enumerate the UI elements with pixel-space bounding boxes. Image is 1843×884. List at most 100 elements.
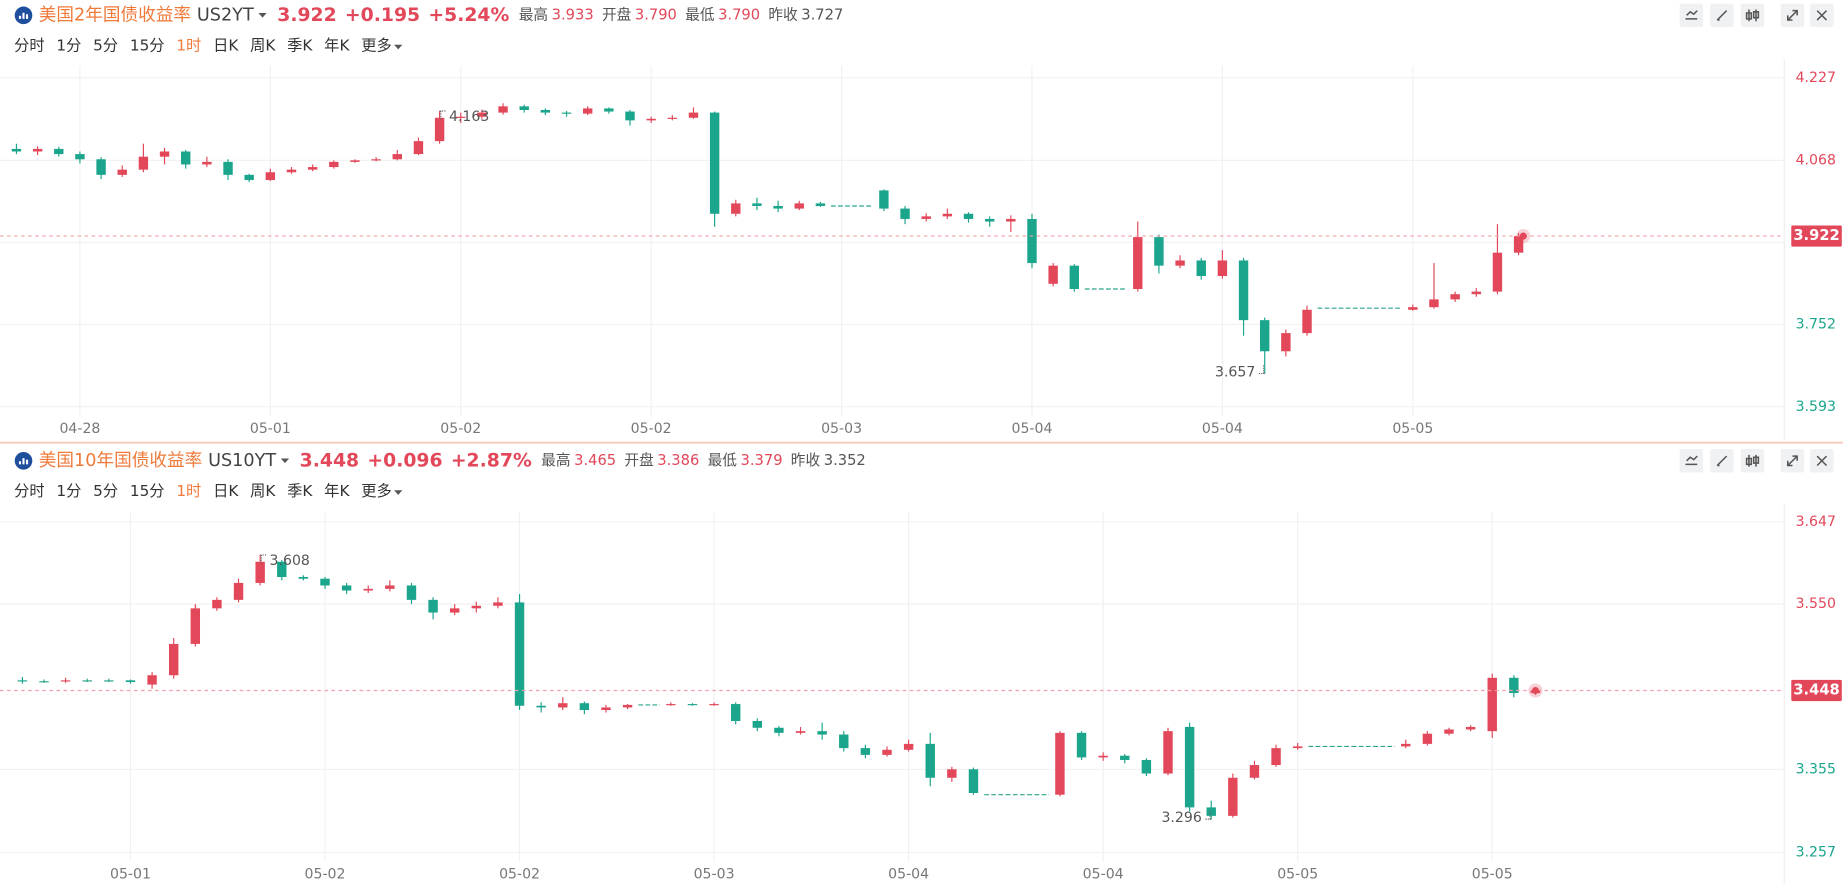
logo-bar xyxy=(22,458,25,465)
candle-body xyxy=(666,704,676,706)
period-tab[interactable]: 15分 xyxy=(130,482,165,500)
period-tab[interactable]: 季K xyxy=(287,482,313,500)
period-tab[interactable]: 5分 xyxy=(93,482,118,500)
candle-body xyxy=(1069,265,1080,290)
candle-body xyxy=(709,112,720,214)
x-tick-label: 05-05 xyxy=(1277,867,1318,883)
period-tab[interactable]: 周K xyxy=(250,482,276,500)
candle-body xyxy=(428,599,438,613)
tool-button[interactable] xyxy=(1679,3,1704,28)
period-tab[interactable]: 年K xyxy=(324,36,350,54)
dropdown-caret xyxy=(258,12,267,18)
candle-body xyxy=(138,156,149,170)
stat-label: 开盘 xyxy=(602,5,632,23)
period-tab[interactable]: 季K xyxy=(287,36,313,54)
stat-value: 3.379 xyxy=(741,452,783,469)
period-tab[interactable]: 分时 xyxy=(14,36,45,54)
high-label: 4.163 xyxy=(449,109,489,125)
candle-body xyxy=(277,561,287,577)
candle-body xyxy=(1175,260,1185,266)
candle-body xyxy=(498,106,508,113)
candle-body xyxy=(817,731,827,735)
period-tab[interactable]: 日K xyxy=(213,482,239,500)
x-tick-label: 05-01 xyxy=(110,867,151,883)
candle-body xyxy=(307,167,318,170)
candle-body xyxy=(212,599,222,609)
period-tab[interactable]: 1时 xyxy=(176,36,201,54)
period-tab[interactable]: 日K xyxy=(213,36,239,54)
candle-body xyxy=(1292,746,1303,749)
instrument-symbol: US10YT xyxy=(208,451,276,471)
stat-label: 最高 xyxy=(519,6,548,23)
candle-body xyxy=(1408,307,1418,310)
period-tab[interactable]: 周K xyxy=(250,36,276,54)
candle-body xyxy=(731,203,741,214)
candle-body xyxy=(363,588,373,591)
candle-body xyxy=(1487,677,1497,732)
candle-body xyxy=(190,608,201,644)
y-tick-label: 3.257 xyxy=(1796,844,1836,860)
candle-body xyxy=(125,680,136,683)
dropdown-caret xyxy=(394,44,403,50)
period-tab[interactable]: 分时 xyxy=(14,482,45,500)
candle-body xyxy=(1271,748,1281,766)
candle-body xyxy=(622,704,633,708)
period-tab[interactable]: 1时 xyxy=(176,482,201,500)
tool-icon xyxy=(1786,455,1798,467)
x-tick-label: 04-28 xyxy=(59,421,100,437)
candle-body xyxy=(60,680,71,682)
low-label: 3.296 xyxy=(1161,810,1201,826)
period-tab[interactable]: 5分 xyxy=(93,36,118,54)
period-tab[interactable]: 更多 xyxy=(361,36,392,54)
candle-body xyxy=(449,608,460,613)
candle-body xyxy=(519,106,529,110)
period-tab[interactable]: 1分 xyxy=(56,36,81,54)
candle-body xyxy=(1048,265,1058,284)
price-change: +0.096 xyxy=(367,450,442,471)
candle-body xyxy=(96,159,106,175)
candle-body xyxy=(1133,237,1143,290)
tool-button[interactable] xyxy=(1740,3,1765,28)
candle-body xyxy=(233,582,244,600)
tool-icon xyxy=(1816,455,1828,467)
price-change-pct: +5.24% xyxy=(428,5,509,26)
candle-body xyxy=(350,160,360,162)
instrument-symbol: US2YT xyxy=(197,5,254,25)
stat-label: 最低 xyxy=(708,452,738,469)
stat-label: 开盘 xyxy=(624,451,654,469)
candle-body xyxy=(32,148,43,152)
candle-body xyxy=(601,707,611,710)
y-tick-label: 3.752 xyxy=(1796,316,1836,332)
candle-body xyxy=(1141,759,1152,774)
candle-body xyxy=(168,643,179,676)
candle-body xyxy=(752,203,762,206)
candle-body xyxy=(900,208,910,219)
candle-body xyxy=(1055,732,1065,795)
instrument-title: 美国10年国债收益率 xyxy=(39,450,202,471)
candle-body xyxy=(385,585,395,589)
candle-body xyxy=(536,705,546,708)
candle-body xyxy=(493,602,503,606)
stat-value: 3.790 xyxy=(718,6,760,23)
low-leader xyxy=(1258,364,1265,375)
period-tab[interactable]: 更多 xyxy=(361,482,392,500)
candle-body xyxy=(1206,807,1216,816)
candle-body xyxy=(879,190,889,209)
period-tab[interactable]: 年K xyxy=(324,482,350,500)
candle-body xyxy=(582,108,593,114)
y-tick-label: 3.593 xyxy=(1796,399,1836,415)
candle-body xyxy=(921,216,931,219)
tool-icon xyxy=(1745,9,1760,22)
x-tick-label: 05-03 xyxy=(821,421,862,437)
candle-body xyxy=(514,602,525,706)
period-tab[interactable]: 1分 xyxy=(56,482,81,500)
x-tick-label: 05-02 xyxy=(631,421,672,437)
candle-body xyxy=(406,585,417,600)
candle-body xyxy=(471,605,482,609)
period-tab[interactable]: 15分 xyxy=(130,36,165,54)
candle-body xyxy=(1228,777,1238,816)
candle-body xyxy=(202,161,212,165)
tool-button[interactable] xyxy=(1740,449,1765,473)
candle-body xyxy=(392,154,402,160)
tool-button[interactable] xyxy=(1679,449,1704,473)
